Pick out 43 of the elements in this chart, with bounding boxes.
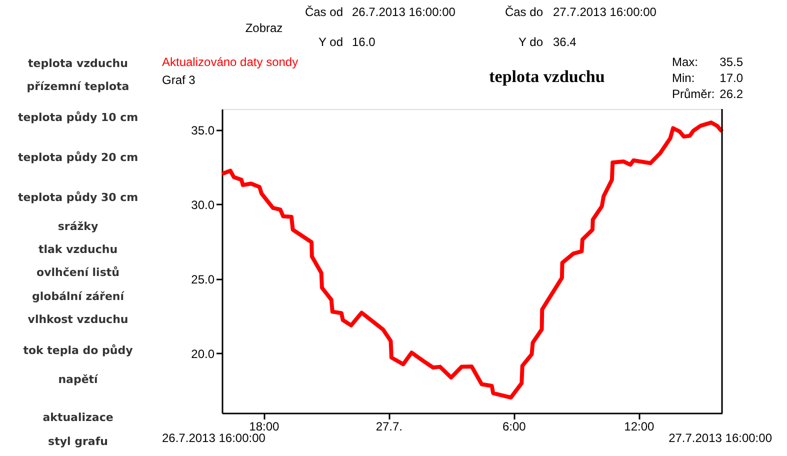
y-tick-label: 35.0 <box>191 123 215 138</box>
text: Graf 3 <box>162 73 196 87</box>
line-series <box>220 120 724 400</box>
x-tick-label: 27.7. <box>376 420 403 434</box>
x-tick-label: 18:00 <box>249 420 280 434</box>
text: Min: <box>672 71 695 85</box>
text: Y od <box>318 35 343 49</box>
text: teplota půdy 20 cm <box>18 151 138 164</box>
text: Max: <box>672 55 698 69</box>
text: ovlhčení listů <box>36 266 120 279</box>
y-tick-label: 25.0 <box>191 272 215 286</box>
text: přízemní teplota <box>26 80 130 93</box>
text: teplota vzduchu <box>28 57 128 70</box>
text: 35.5 <box>720 55 744 69</box>
text: 16.0 <box>352 35 376 49</box>
chart-title: teplota vzduchu <box>489 67 605 86</box>
text: 26.2 <box>720 87 744 101</box>
text: teplota půdy 10 cm <box>18 111 138 124</box>
text: tok tepla do půdy <box>23 344 133 357</box>
text: aktualizace <box>42 411 114 424</box>
text: 27.7.2013 16:00:00 <box>553 5 657 19</box>
text: Y do <box>518 35 544 49</box>
text: 27.7.2013 16:00:00 <box>668 431 772 445</box>
text: Čas od <box>304 5 343 19</box>
text: Aktualizováno daty sondy <box>162 55 298 69</box>
text: vlhkost vzduchu <box>28 313 128 326</box>
text: 26.7.2013 16:00:00 <box>162 431 266 445</box>
text: napětí <box>58 373 100 386</box>
x-tick-label: 12:00 <box>624 420 655 434</box>
text: tlak vzduchu <box>38 243 118 256</box>
text: 17.0 <box>720 71 744 85</box>
y-tick-label: 30.0 <box>191 198 215 212</box>
text: teplota půdy 30 cm <box>18 191 138 204</box>
x-tick-label: 6:00 <box>502 420 526 434</box>
y-tick-label: 20.0 <box>191 346 215 361</box>
text: Průměr: <box>672 87 715 101</box>
text: Zobraz <box>245 21 283 35</box>
text: globální záření <box>32 290 126 303</box>
text: styl grafu <box>48 435 108 448</box>
text: 26.7.2013 16:00:00 <box>352 5 456 19</box>
text: srážky <box>58 220 98 233</box>
text: Čas do <box>504 5 544 19</box>
text: 36.4 <box>553 35 577 49</box>
